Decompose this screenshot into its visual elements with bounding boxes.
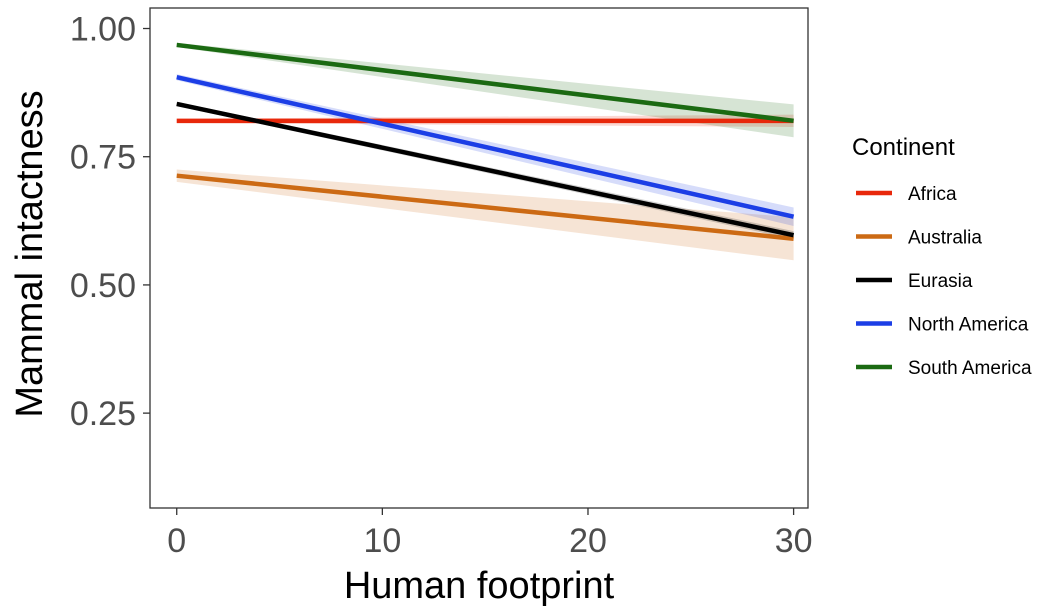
legend-title: Continent [852,134,955,161]
legend-label-australia: Australia [908,228,982,249]
series-line-south-america [176,42,794,124]
series-line-australia [176,173,794,242]
y-tick-label: 1.00 [70,11,136,49]
legend: Continent Africa Australia Eurasia North Am… [852,134,1032,379]
series-lines [176,42,795,242]
y-tick-label: 0.50 [70,267,136,305]
ci-band-south-america [176,42,794,138]
legend-label-north-america: North America [908,315,1029,336]
plot-frame [149,7,809,509]
legend-label-south-america: South America [908,358,1032,379]
y-axis-title: Mammal intactness [9,90,51,417]
series-line-north-america [176,75,795,219]
legend-label-africa: Africa [908,184,957,205]
x-tick-label: 20 [569,522,607,560]
axes: 0 10 20 30 0.25 0.50 0.75 1.00 [70,11,813,560]
x-tick-label: 10 [363,522,401,560]
x-tick-label: 30 [775,522,813,560]
y-tick-label: 0.75 [70,139,136,177]
x-axis-title: Human footprint [344,565,615,607]
y-tick-label: 0.25 [70,395,136,433]
legend-label-eurasia: Eurasia [908,271,973,292]
series-line-eurasia [176,101,795,238]
x-tick-label: 0 [167,522,186,560]
